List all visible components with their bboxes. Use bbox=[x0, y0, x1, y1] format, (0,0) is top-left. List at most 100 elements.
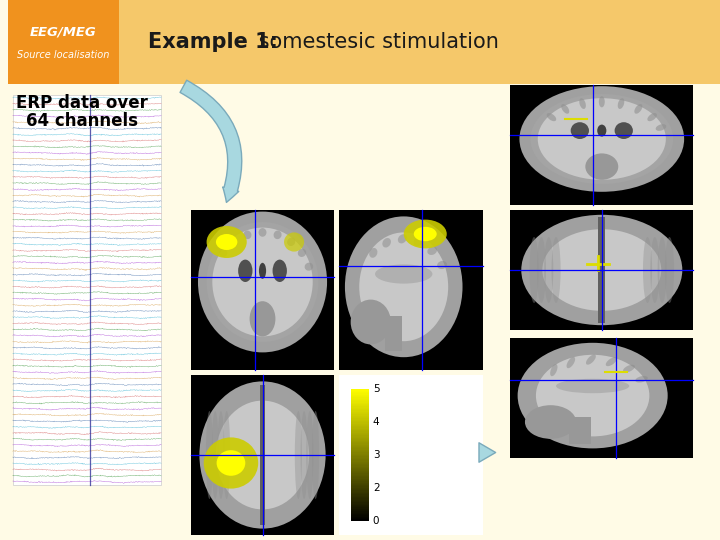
Bar bbox=[351, 424, 369, 426]
Bar bbox=[569, 417, 591, 443]
Ellipse shape bbox=[274, 231, 282, 239]
Ellipse shape bbox=[243, 231, 251, 239]
Bar bbox=[351, 452, 369, 454]
Bar bbox=[351, 422, 369, 423]
Ellipse shape bbox=[665, 237, 674, 303]
Bar bbox=[351, 406, 369, 408]
Bar bbox=[351, 517, 369, 519]
Ellipse shape bbox=[586, 355, 596, 365]
Text: 64 channels: 64 channels bbox=[26, 112, 138, 130]
Bar bbox=[191, 375, 334, 535]
Ellipse shape bbox=[230, 238, 238, 246]
Bar bbox=[351, 490, 369, 492]
Bar bbox=[351, 510, 369, 511]
Bar bbox=[8, 84, 720, 540]
Bar bbox=[351, 473, 369, 475]
Ellipse shape bbox=[521, 215, 683, 325]
Bar bbox=[351, 414, 369, 416]
Bar bbox=[351, 455, 369, 456]
Ellipse shape bbox=[359, 232, 448, 341]
Bar bbox=[351, 449, 369, 451]
Bar bbox=[351, 447, 369, 448]
Text: 5: 5 bbox=[373, 384, 379, 394]
Ellipse shape bbox=[305, 262, 313, 271]
Bar bbox=[351, 435, 369, 437]
Ellipse shape bbox=[284, 232, 304, 252]
Ellipse shape bbox=[369, 248, 377, 258]
Bar bbox=[351, 448, 369, 450]
Ellipse shape bbox=[212, 227, 312, 336]
Bar bbox=[351, 501, 369, 502]
Ellipse shape bbox=[536, 355, 649, 436]
Ellipse shape bbox=[250, 301, 276, 336]
Bar bbox=[339, 210, 482, 370]
Bar bbox=[351, 514, 369, 515]
Ellipse shape bbox=[206, 411, 213, 499]
Text: 2: 2 bbox=[373, 483, 379, 493]
Text: 0: 0 bbox=[373, 516, 379, 525]
Bar bbox=[351, 395, 369, 397]
Ellipse shape bbox=[657, 237, 667, 303]
Bar bbox=[351, 492, 369, 494]
Bar bbox=[351, 398, 369, 400]
Bar bbox=[351, 465, 369, 467]
Ellipse shape bbox=[312, 411, 319, 499]
Ellipse shape bbox=[580, 98, 586, 109]
Bar bbox=[351, 512, 369, 514]
Text: 4: 4 bbox=[373, 417, 379, 427]
Ellipse shape bbox=[531, 94, 673, 184]
Ellipse shape bbox=[537, 237, 546, 303]
Bar bbox=[351, 485, 369, 487]
Bar bbox=[351, 474, 369, 476]
Bar bbox=[351, 483, 369, 485]
Bar bbox=[351, 409, 369, 410]
Bar bbox=[13, 95, 161, 485]
Bar bbox=[351, 415, 369, 417]
Ellipse shape bbox=[238, 260, 253, 282]
Bar bbox=[351, 443, 369, 444]
Text: somestesic stimulation: somestesic stimulation bbox=[252, 32, 499, 52]
Ellipse shape bbox=[643, 237, 652, 303]
Bar bbox=[351, 404, 369, 407]
Ellipse shape bbox=[199, 381, 325, 529]
Ellipse shape bbox=[198, 212, 327, 353]
Bar bbox=[351, 402, 369, 404]
FancyArrowPatch shape bbox=[180, 80, 242, 202]
Bar bbox=[351, 441, 369, 443]
Bar bbox=[351, 416, 369, 419]
Ellipse shape bbox=[597, 125, 606, 137]
Ellipse shape bbox=[519, 86, 684, 192]
Bar bbox=[351, 393, 369, 395]
Ellipse shape bbox=[571, 122, 589, 139]
Bar bbox=[351, 504, 369, 506]
Ellipse shape bbox=[207, 222, 318, 342]
Ellipse shape bbox=[618, 98, 624, 109]
Ellipse shape bbox=[223, 411, 230, 499]
Ellipse shape bbox=[413, 237, 423, 246]
Bar bbox=[598, 217, 606, 323]
Bar bbox=[351, 460, 369, 462]
Bar bbox=[510, 85, 693, 205]
Ellipse shape bbox=[561, 104, 570, 114]
Bar bbox=[351, 394, 369, 396]
Bar bbox=[351, 519, 369, 521]
Ellipse shape bbox=[258, 228, 266, 237]
Bar bbox=[191, 210, 334, 370]
Bar bbox=[351, 477, 369, 478]
Ellipse shape bbox=[606, 357, 617, 366]
Bar bbox=[351, 461, 369, 463]
Bar bbox=[351, 457, 369, 459]
Bar bbox=[351, 458, 369, 460]
Bar bbox=[351, 467, 369, 468]
Bar bbox=[351, 511, 369, 512]
Ellipse shape bbox=[217, 411, 225, 499]
Ellipse shape bbox=[647, 113, 657, 121]
Ellipse shape bbox=[599, 96, 605, 107]
Ellipse shape bbox=[538, 98, 666, 180]
Ellipse shape bbox=[585, 153, 618, 180]
Bar bbox=[510, 210, 693, 330]
Ellipse shape bbox=[212, 411, 219, 499]
Ellipse shape bbox=[345, 217, 462, 357]
Ellipse shape bbox=[525, 405, 576, 439]
Ellipse shape bbox=[634, 104, 642, 114]
